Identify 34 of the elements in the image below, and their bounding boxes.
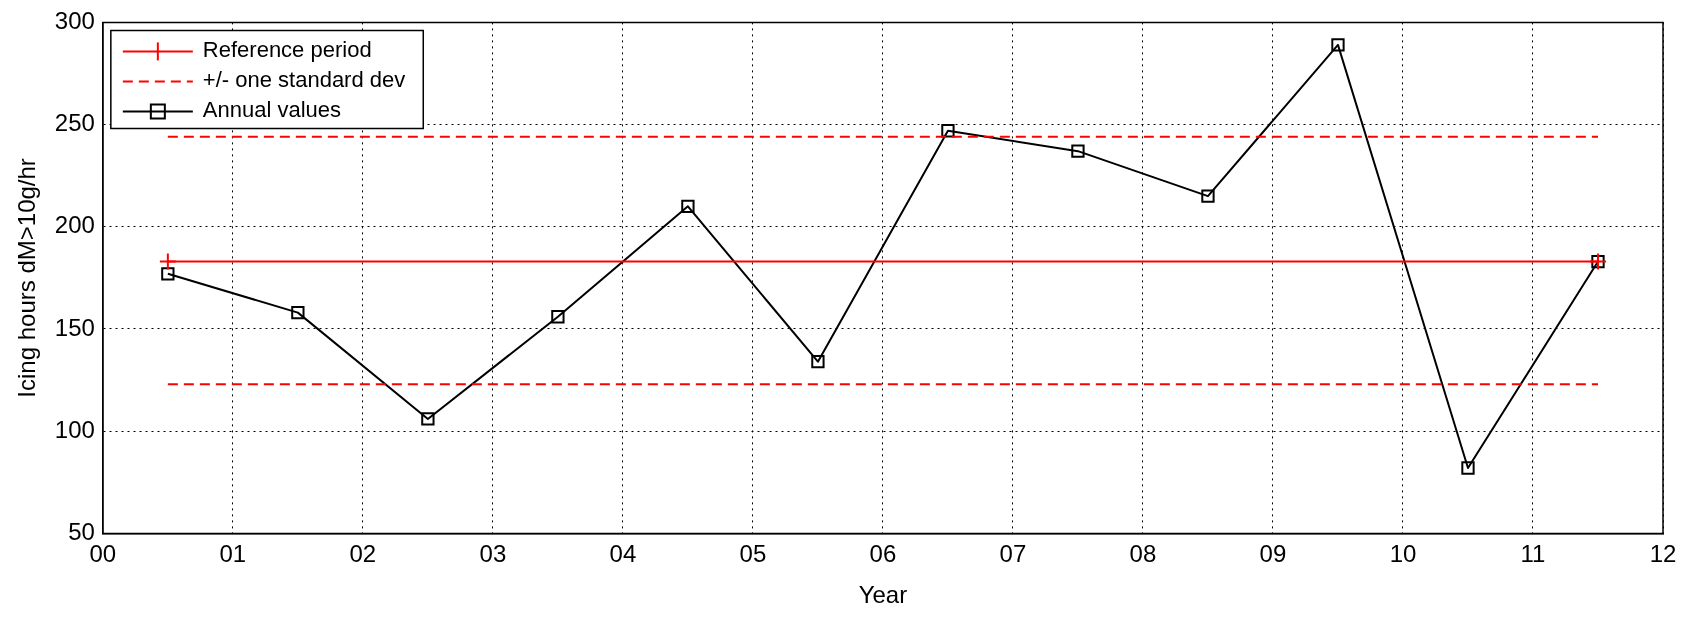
x-tick-label: 06 [869,540,897,568]
point [158,252,177,271]
x-tick-label: 09 [1259,540,1287,568]
point [1461,461,1475,475]
x-tick-label: 02 [349,540,377,568]
legend-label: +/- one standard dev [202,67,406,93]
x-tick-label: 03 [479,540,507,568]
x-tick-label: 07 [999,540,1027,568]
x-tick-label: 10 [1389,540,1417,568]
y-tick-label: 300 [54,7,95,35]
x-axis-title: Year [858,581,908,609]
y-tick-label: 250 [54,109,95,137]
x-tick-label: 05 [739,540,767,568]
legend-label: Reference period [202,37,372,63]
point [291,305,305,320]
y-axis-title: Icing hours dM>10g/hr [13,158,41,398]
point [1071,144,1085,158]
point [1201,189,1215,203]
legend-label: Annual values [202,97,342,123]
point [941,124,955,138]
y-tick-label: 200 [54,211,95,239]
point [551,310,565,324]
point [161,267,175,281]
x-tick-label: 08 [1129,540,1157,568]
point [1331,38,1345,52]
point [681,199,695,214]
x-tick-label: 12 [1649,540,1677,568]
x-tick-label: 01 [219,540,247,568]
y-tick-label: 100 [54,415,95,443]
x-tick-label: 04 [609,540,637,568]
y-tick-label: 150 [54,313,95,341]
point [811,355,825,369]
x-tick-label: 11 [1520,540,1546,568]
point [421,412,435,426]
